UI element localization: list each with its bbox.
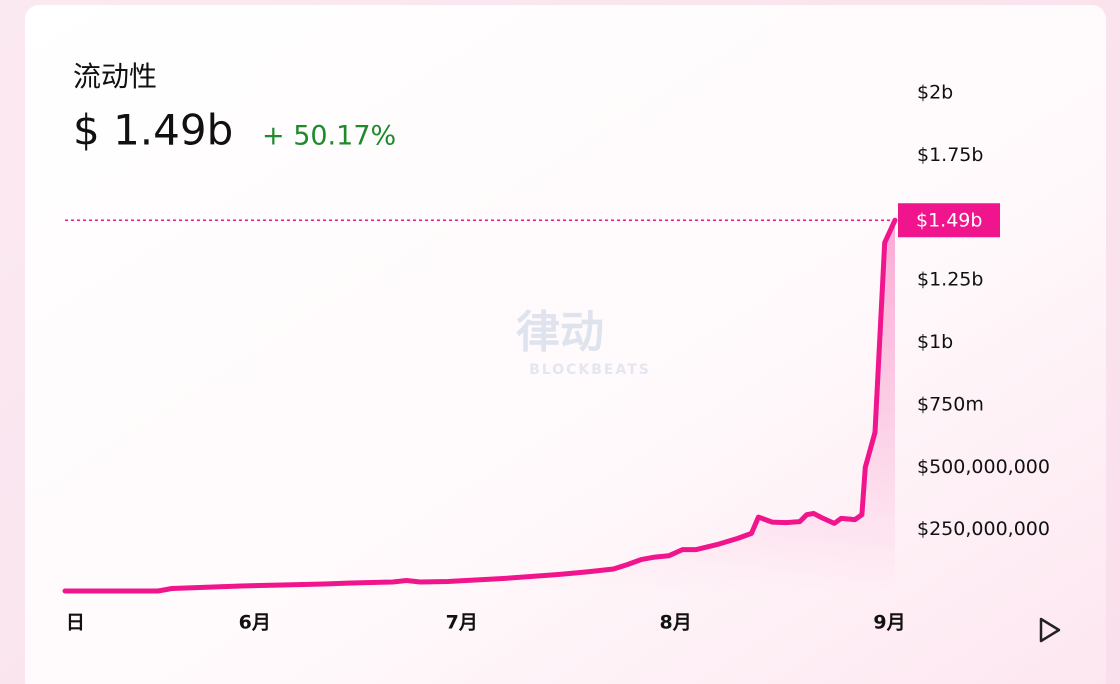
y-tick-label: $2b: [917, 82, 953, 104]
y-tick-label: $750m: [917, 393, 984, 415]
y-tick-label: $1b: [917, 331, 953, 353]
current-value-box: [898, 203, 1000, 238]
current-value-label: $1.49b: [916, 210, 982, 232]
x-tick-label: 7月: [446, 612, 478, 634]
change: + 50.17%: [262, 121, 396, 152]
area: [65, 220, 895, 592]
x-tick-label: 日: [66, 612, 85, 634]
y-tick-label: $1.75b: [917, 144, 983, 166]
y-tick-label: $250,000,000: [917, 518, 1050, 540]
card: [25, 5, 1106, 684]
watermark: 律动: [516, 307, 604, 358]
current-value: $ 1.49b: [73, 106, 233, 155]
y-tick-label: $1.25b: [917, 269, 983, 291]
line: [62, 217, 898, 594]
watermark-sub: BLOCKBEATS: [529, 362, 651, 378]
play-button[interactable]: [1039, 617, 1061, 643]
chart-title: 流动性: [73, 60, 157, 93]
x-tick-label: 8月: [659, 612, 691, 634]
x-tick-label: 9月: [873, 612, 905, 634]
y-tick-label: $500,000,000: [917, 456, 1050, 478]
x-tick-label: 6月: [239, 612, 271, 634]
